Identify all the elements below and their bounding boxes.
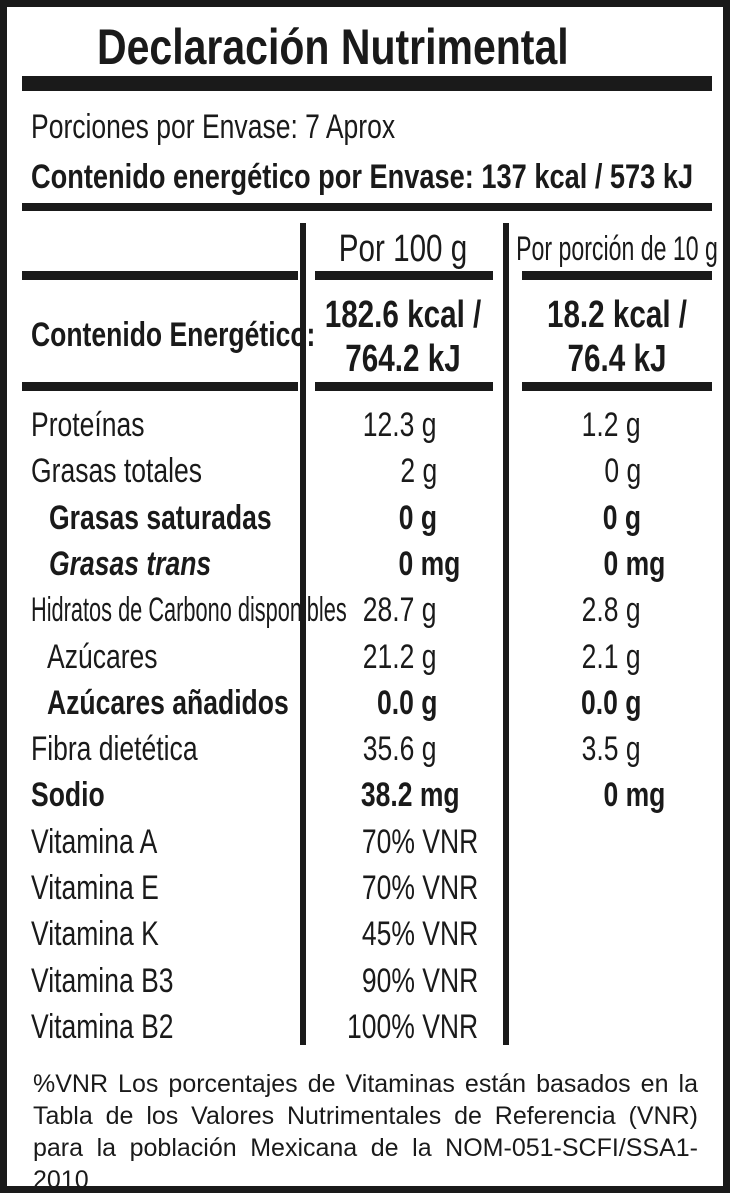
value-per100: 100% VNR — [346, 1007, 478, 1046]
value-per-serving: 2.1 g — [582, 637, 641, 676]
footnote: %VNR Los porcentajes de Vitaminas están … — [33, 1068, 698, 1196]
nutrient-label: Vitamina K — [31, 915, 159, 954]
value-per100: 21.2 g — [363, 637, 437, 676]
nutrient-label: Vitamina B2 — [31, 1007, 174, 1046]
value-per100: 0 mg — [398, 544, 460, 583]
value-per100: 38.2 mg — [361, 776, 460, 815]
divider — [22, 271, 298, 280]
label-title: Declaración Nutrimental — [97, 19, 569, 75]
energy-label: Contenido Energético: — [31, 316, 316, 354]
value-per-serving: 1.2 g — [582, 406, 641, 444]
value-per100: 90% VNR — [361, 961, 478, 1000]
energy-per-package: Contenido energético por Envase: 137 kca… — [31, 158, 694, 196]
divider — [522, 382, 712, 391]
energy-per100-kj: 764.2 kJ — [345, 338, 461, 380]
value-per-serving: 0.0 g — [580, 683, 641, 722]
footnote-line: %VNR Los porcentajes de Vitaminas están … — [33, 1070, 698, 1098]
column-header-per100: Por 100 g — [338, 228, 468, 270]
value-per100: 0.0 g — [376, 683, 437, 722]
value-per100: 45% VNR — [361, 915, 478, 954]
value-per-serving: 0 mg — [603, 776, 665, 815]
value-per100: 70% VNR — [361, 869, 478, 907]
column-divider-1 — [300, 223, 306, 1045]
nutrient-label: Grasas trans — [49, 544, 212, 583]
value-per-serving: 3.5 g — [582, 730, 641, 769]
value-per-serving: 0 g — [602, 498, 641, 537]
divider — [22, 382, 298, 391]
nutrient-label: Vitamina E — [31, 869, 159, 907]
title-divider — [22, 76, 712, 91]
value-per100: 2 g — [400, 452, 437, 491]
nutrient-label: Fibra dietética — [31, 730, 198, 769]
energy-per-serving-kcal: 18.2 kcal / — [546, 294, 688, 336]
header-divider — [22, 203, 712, 211]
footnote-line: Tabla de los Valores Nutrimentales de Re… — [33, 1102, 698, 1130]
nutrient-label: Grasas totales — [31, 452, 202, 491]
divider — [522, 271, 712, 280]
servings-text: Porciones por Envase: 7 Aprox — [31, 108, 396, 146]
value-per100: 0 g — [398, 498, 437, 537]
nutrient-label: Vitamina A — [31, 822, 158, 861]
nutrient-label: Azúcares añadidos — [47, 683, 289, 722]
energy-per-serving-kj: 76.4 kJ — [567, 338, 667, 380]
nutrient-label: Azúcares — [47, 637, 158, 676]
value-per-serving: 2.8 g — [582, 591, 641, 630]
energy-per100-kcal: 182.6 kcal / — [324, 294, 482, 336]
nutrient-label: Hidratos de Carbono disponibles — [31, 591, 347, 630]
value-per100: 35.6 g — [363, 730, 437, 769]
column-divider-2 — [503, 223, 509, 1045]
footnote-line: para la población Mexicana de la NOM-051… — [33, 1134, 698, 1194]
nutrient-label: Vitamina B3 — [31, 961, 174, 1000]
value-per100: 70% VNR — [361, 822, 478, 861]
value-per100: 12.3 g — [363, 406, 437, 444]
value-per100: 28.7 g — [363, 591, 437, 630]
divider — [315, 271, 493, 280]
nutrient-label: Proteínas — [31, 406, 145, 444]
column-header-per-serving: Por porción de 10 g — [516, 230, 718, 268]
value-per-serving: 0 g — [604, 452, 641, 491]
divider — [315, 382, 493, 391]
nutrient-label: Sodio — [31, 776, 105, 815]
value-per-serving: 0 mg — [603, 544, 665, 583]
nutrient-label: Grasas saturadas — [49, 498, 272, 537]
